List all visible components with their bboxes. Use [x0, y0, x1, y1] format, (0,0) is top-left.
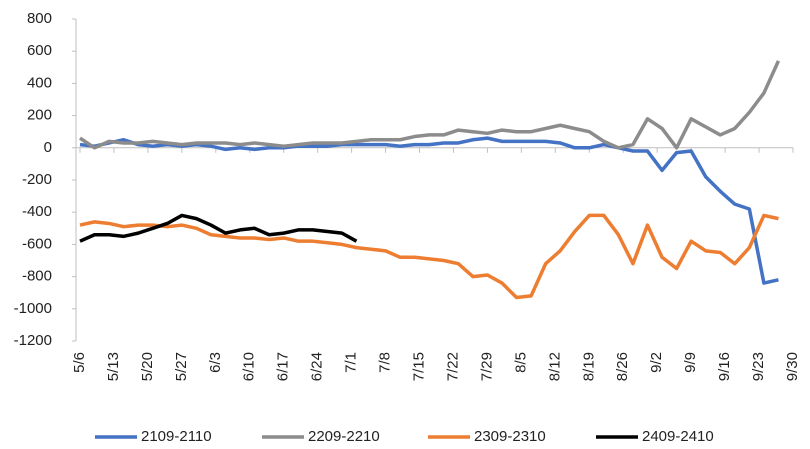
series-line	[79, 213, 779, 300]
y-tick-label: -200	[22, 171, 52, 188]
y-tick-label: 400	[27, 74, 52, 91]
legend-label: 2109-2110	[141, 428, 212, 445]
x-tick-label: 5/6	[71, 352, 88, 373]
y-tick-label: -400	[22, 203, 52, 220]
x-tick-label: 6/10	[241, 352, 258, 381]
x-tick-label: 8/5	[512, 352, 529, 373]
x-tick-label: 6/3	[207, 352, 224, 373]
legend-label: 2209-2210	[308, 428, 380, 445]
x-tick-label: 8/12	[546, 352, 563, 381]
x-tick-label: 8/19	[580, 352, 597, 381]
x-tick-label: 9/16	[716, 352, 733, 381]
x-tick-label: 9/30	[784, 352, 801, 381]
x-tick-label: 9/23	[750, 352, 767, 381]
y-tick-label: 0	[44, 139, 52, 156]
x-tick-label: 7/22	[444, 352, 461, 381]
y-tick-label: 600	[27, 42, 52, 59]
legend-label: 2309-2310	[474, 428, 546, 445]
x-tick-label: 7/29	[478, 352, 495, 381]
x-tick-label: 6/17	[275, 352, 292, 381]
x-tick-label: 5/20	[139, 352, 156, 381]
y-tick-label: 800	[27, 10, 52, 27]
x-tick-label: 9/9	[682, 352, 699, 373]
y-tick-label: -1000	[14, 300, 52, 317]
legend-label: 2409-2410	[642, 428, 714, 445]
x-tick-label: 7/15	[410, 352, 427, 381]
x-tick-label: 7/1	[343, 352, 360, 373]
x-tick-label: 7/8	[377, 352, 394, 373]
x-tick-label: 5/27	[173, 352, 190, 381]
x-tick-label: 5/13	[105, 352, 122, 381]
y-tick-label: -1200	[14, 332, 52, 349]
y-tick-label: 200	[27, 107, 52, 124]
x-tick-label: 6/24	[309, 352, 326, 381]
x-tick-label: 8/26	[614, 352, 631, 381]
series-line	[79, 60, 781, 150]
x-tick-label: 9/2	[648, 352, 665, 373]
series-line	[79, 213, 358, 243]
series-line	[79, 136, 779, 285]
y-tick-label: -800	[22, 268, 52, 285]
y-tick-label: -600	[22, 235, 52, 252]
